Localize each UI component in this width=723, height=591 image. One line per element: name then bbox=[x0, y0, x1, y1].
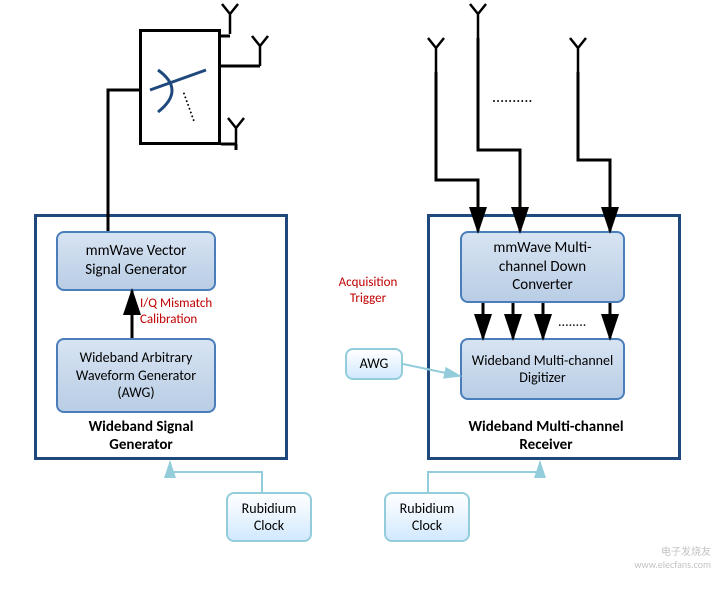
mmwave-dc-block: mmWave Multi-channel Down Converter bbox=[460, 231, 625, 303]
rubidium-left-arrow bbox=[170, 462, 262, 492]
antenna-left-3-icon bbox=[228, 118, 244, 150]
awg-small-block: AWG bbox=[345, 348, 403, 380]
rubidium-left-block: Rubidium Clock bbox=[226, 492, 312, 542]
mmwave-vsg-label: mmWave Vector Signal Generator bbox=[66, 242, 206, 280]
rubidium-right-arrow bbox=[428, 462, 540, 492]
switch-to-antennas bbox=[221, 36, 260, 150]
vsg-to-switch-arrow bbox=[108, 90, 139, 231]
watermark: 电子发烧友 www.elecfans.com bbox=[634, 543, 711, 571]
awg-small-label: AWG bbox=[360, 355, 389, 373]
iq-mismatch-label: I/Q Mismatch Calibration bbox=[140, 296, 240, 327]
acquisition-trigger-label: Acquisition Trigger bbox=[328, 275, 408, 306]
wsg-label: Wideband Signal Generator bbox=[66, 418, 216, 454]
dots-digitizer: ........ bbox=[558, 314, 586, 331]
digitizer-label: Wideband Multi-channel Digitizer bbox=[470, 352, 615, 387]
antenna-left-2-icon bbox=[252, 36, 268, 66]
rubidium-left-label: Rubidium Clock bbox=[236, 500, 302, 535]
antenna-left-1-icon bbox=[222, 4, 238, 34]
mmwave-dc-label: mmWave Multi-channel Down Converter bbox=[470, 239, 615, 295]
rubidium-right-block: Rubidium Clock bbox=[384, 492, 470, 542]
wmr-label: Wideband Multi-channel Receiver bbox=[456, 418, 636, 454]
antenna-right-2-icon bbox=[470, 4, 486, 38]
dots-right-antennas: .......... bbox=[492, 88, 532, 107]
awg-block: Wideband Arbitrary Waveform Generator (A… bbox=[56, 338, 216, 413]
digitizer-block: Wideband Multi-channel Digitizer bbox=[460, 338, 625, 400]
mmwave-vsg-block: mmWave Vector Signal Generator bbox=[56, 231, 216, 291]
antenna-right-3-icon bbox=[570, 38, 586, 72]
switch-box bbox=[139, 29, 221, 145]
antenna-right-1-icon bbox=[428, 38, 444, 72]
awg-label: Wideband Arbitrary Waveform Generator (A… bbox=[66, 349, 206, 402]
rubidium-right-label: Rubidium Clock bbox=[394, 500, 460, 535]
antennas-to-downconverter bbox=[436, 38, 610, 231]
